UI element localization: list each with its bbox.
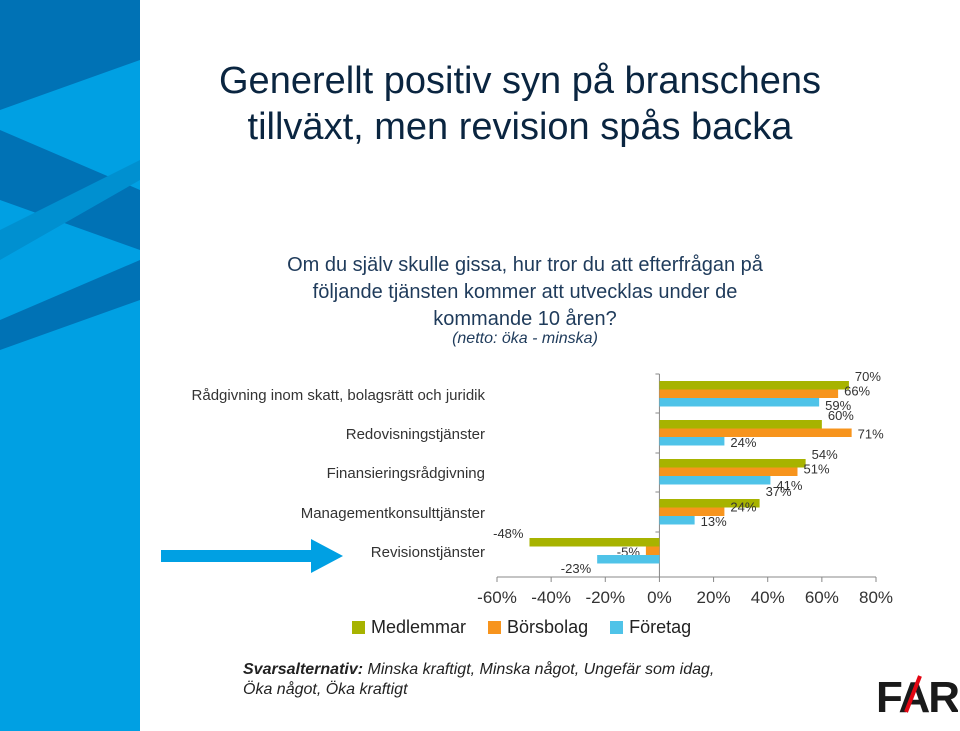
answer-options-note: Svarsalternativ: Minska kraftigt, Minska… <box>243 660 833 700</box>
highlight-arrow-head <box>311 539 343 573</box>
category-label: Finansieringsrådgivning <box>327 465 485 482</box>
data-label: 71% <box>858 427 884 442</box>
data-label: 54% <box>812 447 838 462</box>
category-label: Revisionstjänster <box>371 544 485 561</box>
data-label: 59% <box>825 398 851 413</box>
title-line-1: Generellt positiv syn på branschens <box>219 60 821 102</box>
category-label: Managementkonsulttjänster <box>301 505 485 522</box>
question-line-2: följande tjänsten kommer att utvecklas u… <box>312 281 738 303</box>
slide-title: Generellt positiv syn på branschens till… <box>150 58 890 150</box>
bar-fretag <box>597 555 660 564</box>
bar-medlemmar <box>659 381 849 390</box>
bar-medlemmar <box>659 499 760 508</box>
question-line-1: Om du själv skulle gissa, hur tror du at… <box>287 254 763 276</box>
data-label: -48% <box>493 526 524 541</box>
legend-label-medlemmar: Medlemmar <box>371 617 467 637</box>
survey-question: Om du själv skulle gissa, hur tror du at… <box>180 252 870 333</box>
data-label: 37% <box>766 484 792 499</box>
category-label: Redovisningstjänster <box>346 426 485 443</box>
category-label: Rådgivning inom skatt, bolagsrätt och ju… <box>192 387 486 404</box>
legend-item-borsbolag: Börsbolag <box>488 617 588 638</box>
data-label: 13% <box>701 514 727 529</box>
highlight-arrow-shaft <box>161 550 311 562</box>
data-label: 60% <box>828 408 854 423</box>
far-logo: FAR <box>876 673 958 718</box>
x-tick-label: -20% <box>585 588 625 607</box>
bar-medlemmar <box>659 459 806 468</box>
bar-brsbolag <box>659 389 839 398</box>
bar-brsbolag <box>659 507 725 516</box>
data-label: 24% <box>730 500 756 515</box>
bar-medlemmar <box>659 420 822 429</box>
data-label: -23% <box>561 561 592 576</box>
bar-medlemmar <box>529 538 660 547</box>
question-line-3: kommande 10 åren? <box>433 308 617 330</box>
bar-brsbolag <box>659 428 852 437</box>
footnote-text-1: Minska kraftigt, Minska något, Ungefär s… <box>363 661 715 678</box>
legend-swatch-borsbolag <box>488 621 502 634</box>
bar-brsbolag <box>645 546 660 555</box>
bar-fretag <box>659 398 820 407</box>
x-tick-label: 60% <box>805 588 839 607</box>
legend-item-medlemmar: Medlemmar <box>352 617 466 638</box>
footnote-label: Svarsalternativ: <box>243 661 364 678</box>
bar-fretag <box>659 476 771 485</box>
data-label: 41% <box>776 478 802 493</box>
bar-brsbolag <box>659 467 798 476</box>
bar-fretag <box>659 437 725 446</box>
legend-item-foretag: Företag <box>610 617 691 638</box>
legend-swatch-medlemmar <box>352 621 365 634</box>
legend-swatch-foretag <box>610 621 624 634</box>
chart-legend: Medlemmar Börsbolag Företag <box>352 617 691 638</box>
x-tick-label: 0% <box>647 588 672 607</box>
netto-note: (netto: öka - minska) <box>452 330 598 347</box>
x-tick-label: -40% <box>531 588 571 607</box>
data-label: 24% <box>730 435 756 450</box>
title-line-2: tillväxt, men revision spås backa <box>247 106 793 148</box>
data-label: 51% <box>803 462 829 477</box>
bar-fretag <box>659 516 695 525</box>
data-label: 70% <box>855 369 881 384</box>
footnote-text-2: Öka något, Öka kraftigt <box>243 681 408 698</box>
legend-label-foretag: Företag <box>629 617 692 637</box>
x-tick-label: 40% <box>751 588 785 607</box>
x-tick-label: 20% <box>697 588 731 607</box>
decorative-side-panel <box>0 0 140 731</box>
x-tick-label: -60% <box>477 588 517 607</box>
legend-label-borsbolag: Börsbolag <box>507 617 589 637</box>
x-tick-label: 80% <box>859 588 893 607</box>
data-label: 66% <box>844 384 870 399</box>
